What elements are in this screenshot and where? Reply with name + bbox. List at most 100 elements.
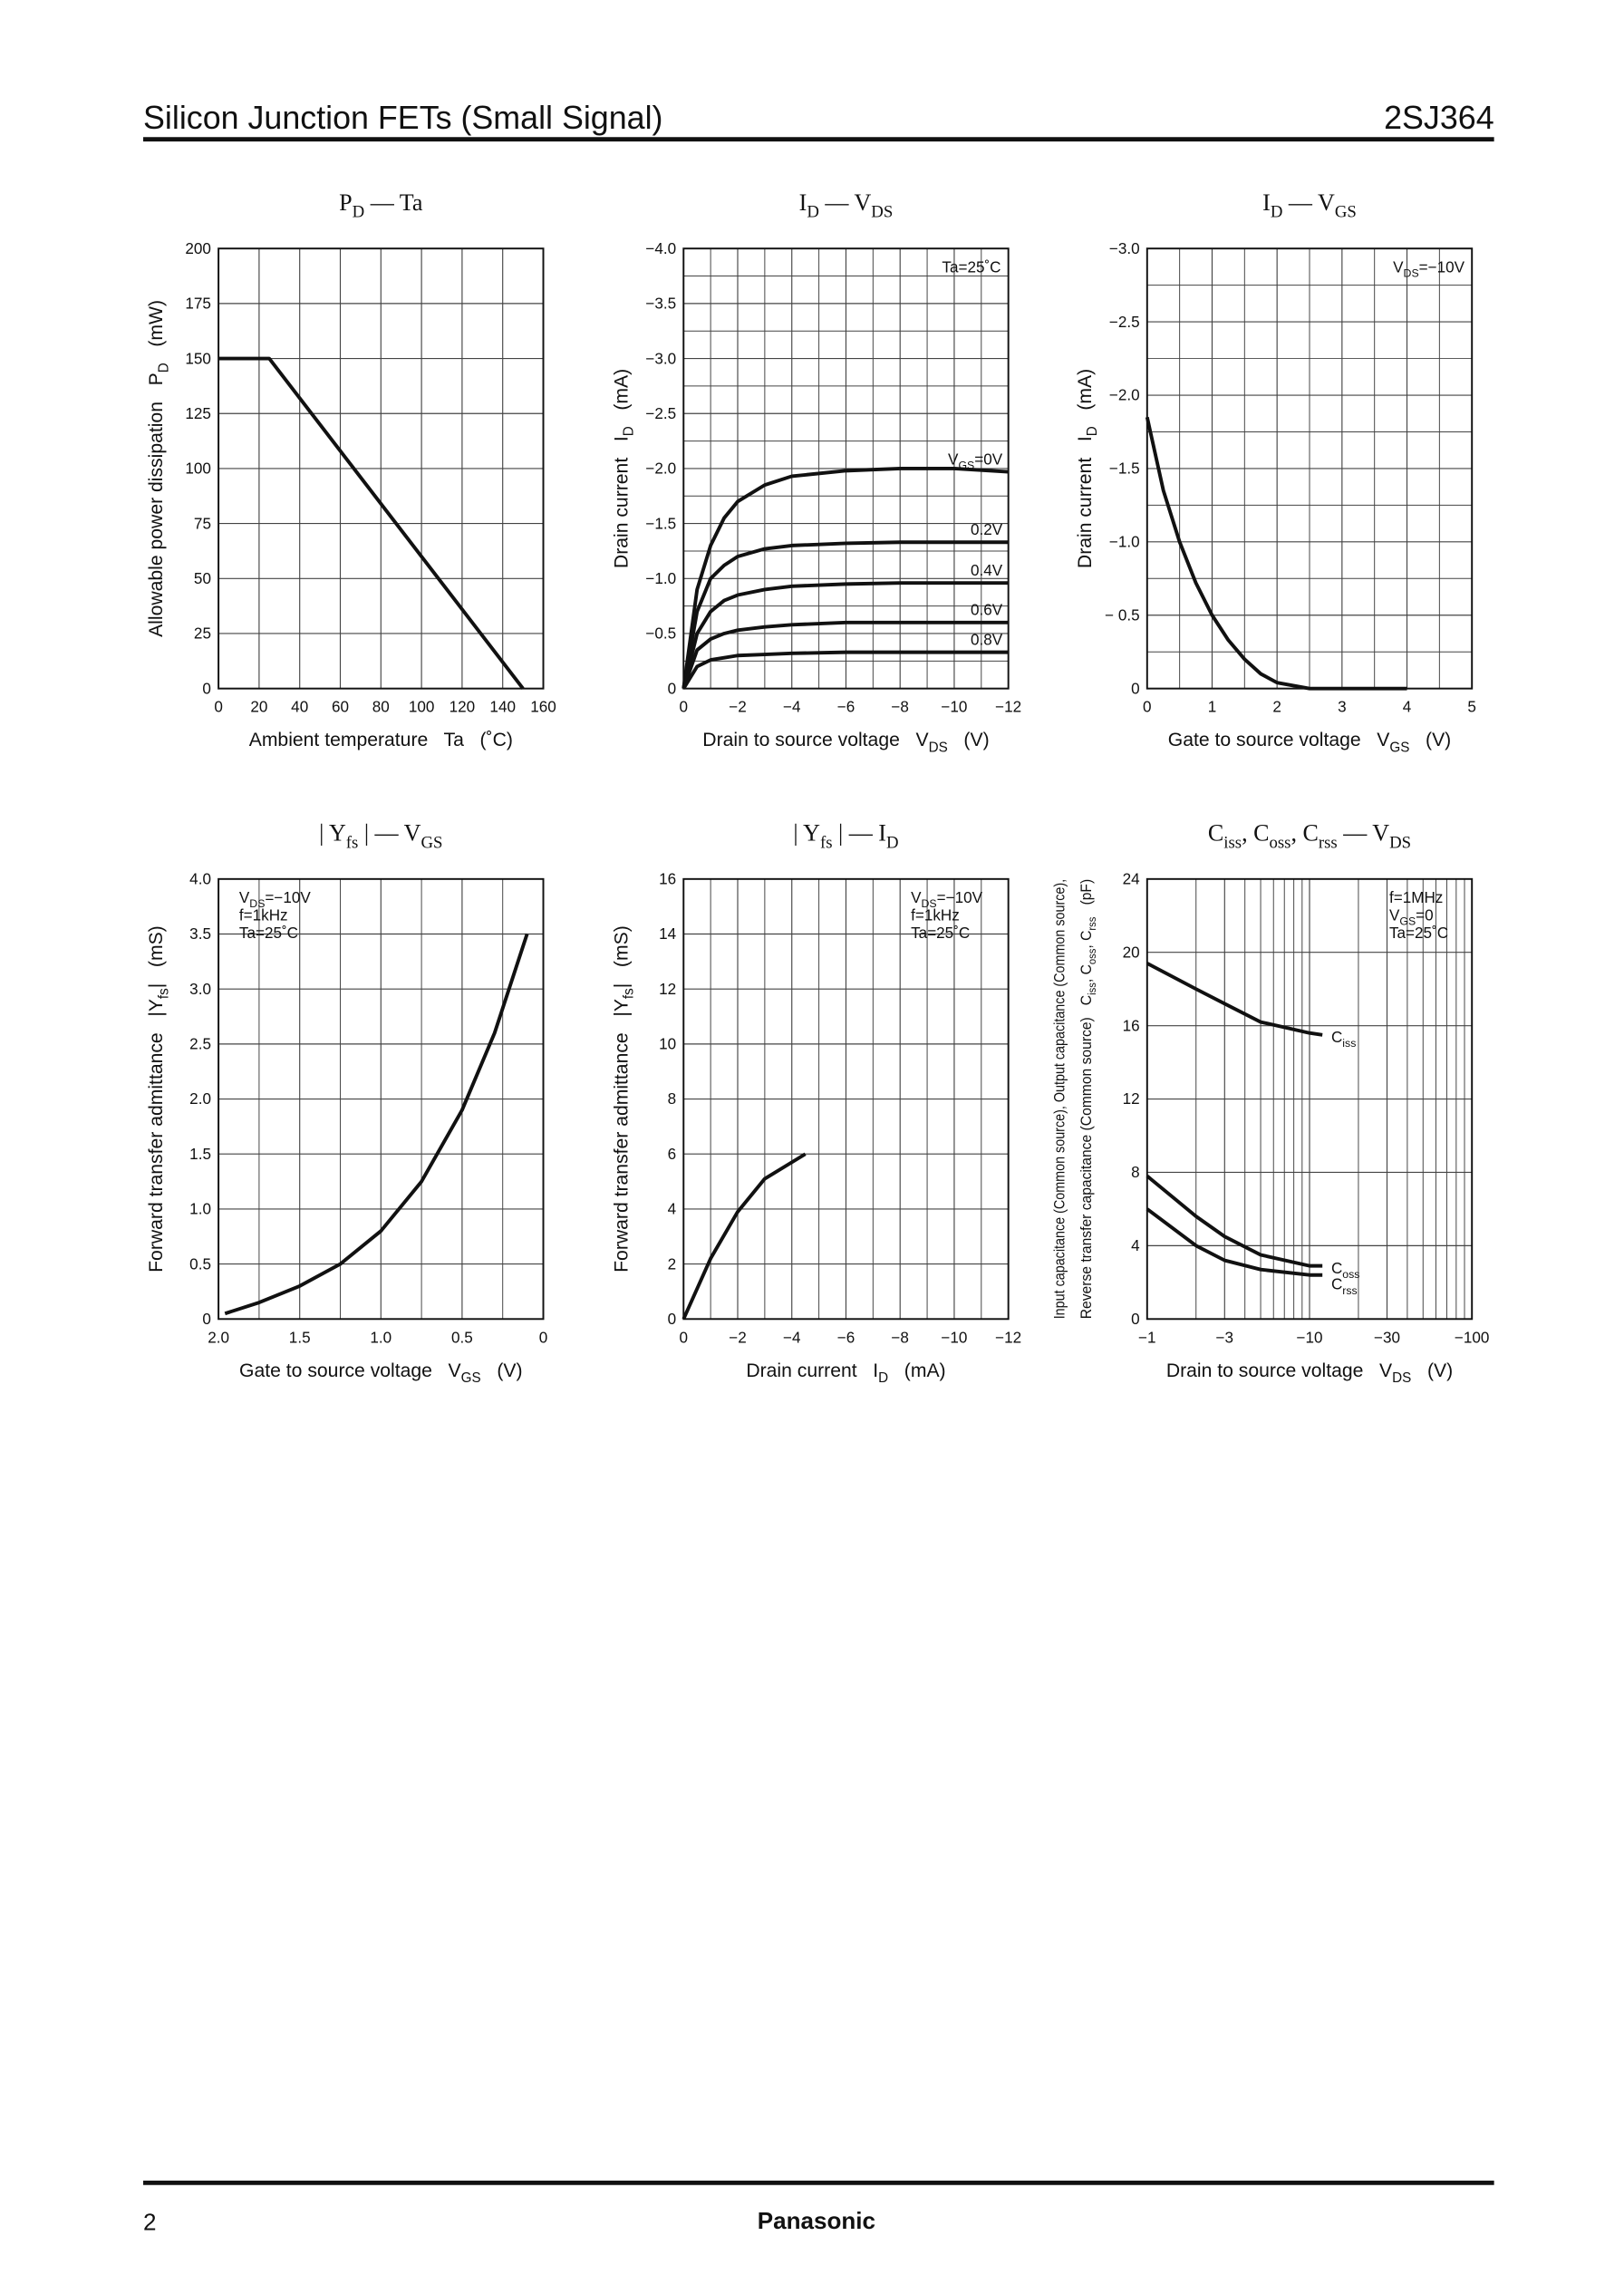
text-part: Ambient temperature Ta (˚C) — [249, 730, 513, 750]
subscript: fs — [346, 833, 359, 852]
subscript: D — [622, 426, 637, 436]
chart-title: PD — Ta — [339, 189, 423, 222]
x-tick-label: −4 — [783, 1329, 801, 1346]
x-tick-label: 4 — [1403, 699, 1412, 716]
annotation: VGS=0 — [1389, 906, 1434, 927]
annotation: f=1MHz — [1389, 889, 1443, 906]
y-tick-label: −4.0 — [645, 240, 676, 257]
y-tick-label: 16 — [1123, 1017, 1140, 1034]
subscript: D — [886, 833, 899, 852]
text-part: C — [1331, 1276, 1342, 1293]
subscript: fs — [820, 833, 833, 852]
series-label: 0.2V — [971, 521, 1003, 538]
x-tick-label: −6 — [837, 1329, 855, 1346]
x-tick-label: 3 — [1338, 699, 1347, 716]
x-tick-label: 1.5 — [289, 1329, 311, 1346]
annotation: VDS=−10V — [1393, 258, 1464, 279]
data-line — [224, 933, 529, 1316]
y-tick-label: 0 — [668, 1311, 677, 1328]
y-tick-label: 0 — [668, 680, 677, 697]
x-tick-label: 2 — [1272, 699, 1281, 716]
x-tick-label: −10 — [941, 1329, 967, 1346]
x-tick-label: 0 — [539, 1329, 548, 1346]
text-part: I — [1262, 189, 1271, 216]
y-tick-label: 8 — [1131, 1164, 1140, 1181]
brand: Panasonic — [758, 2207, 875, 2234]
text-part: (pF) — [1078, 879, 1095, 917]
x-tick-label: 1 — [1208, 699, 1217, 716]
header-title: Silicon Junction FETs (Small Signal) — [143, 100, 662, 136]
x-tick-label: 1.0 — [370, 1329, 392, 1346]
y-tick-label: −3.0 — [645, 350, 676, 367]
y-tick-label: 200 — [185, 240, 211, 257]
text-part: Allowable power dissipation P — [146, 373, 167, 637]
text-part: | Y — [319, 819, 346, 846]
subscript: GS — [461, 1370, 481, 1386]
text-part: , C — [1290, 819, 1318, 846]
y-tick-label: 16 — [659, 871, 676, 888]
x-axis-label: Gate to source voltage VGS (V) — [1168, 730, 1451, 755]
chart-title: Ciss, Coss, Crss — VDS — [1208, 819, 1411, 852]
x-tick-label: −10 — [1297, 1329, 1323, 1346]
series-label: 0.4V — [971, 562, 1003, 579]
text-part: Ta=25˚C — [1389, 924, 1448, 942]
subscript: D — [1085, 426, 1100, 436]
text-part: Gate to source voltage V — [239, 1360, 461, 1381]
y-tick-label: 2.5 — [189, 1036, 211, 1053]
text-part: | — V — [358, 819, 420, 846]
text-part: Reverse transfer capacitance (Common sou… — [1078, 995, 1095, 1320]
y-tick-label: −1.0 — [645, 570, 676, 587]
y-tick-label: 4 — [1131, 1237, 1140, 1254]
text-part: — Ta — [364, 189, 423, 216]
x-tick-label: 140 — [489, 699, 516, 716]
series-label: Ciss — [1331, 1029, 1356, 1050]
y-axis-label: Allowable power dissipation PD (mW) — [146, 300, 171, 637]
subscript: DS — [1404, 266, 1419, 279]
y-tick-label: 0 — [202, 1311, 211, 1328]
x-axis-label: Drain to source voltage VDS (V) — [1166, 1360, 1453, 1386]
text-part: =0V — [974, 450, 1002, 468]
text-part: (V) — [948, 730, 990, 750]
data-line — [1146, 1175, 1323, 1268]
chart-title: ID — VGS — [1262, 189, 1357, 222]
subscript: GS — [1389, 740, 1409, 756]
x-axis-label: Ambient temperature Ta (˚C) — [249, 730, 513, 750]
plot-frame — [682, 877, 1010, 1321]
x-tick-label: −10 — [941, 699, 967, 716]
series-label: VGS=0V — [948, 450, 1003, 471]
subscript: DS — [929, 740, 948, 756]
text-part: V — [1389, 906, 1400, 924]
y-tick-label: 4.0 — [189, 871, 211, 888]
text-part: Drain to source voltage V — [702, 730, 929, 750]
y-tick-label: 14 — [659, 925, 676, 943]
header-part: 2SJ364 — [1384, 100, 1494, 136]
x-tick-label: 60 — [332, 699, 349, 716]
x-tick-label: 20 — [250, 699, 267, 716]
text-part: C — [1208, 819, 1223, 846]
y-tick-label: − 0.5 — [1105, 606, 1140, 624]
y-tick-label: 3.0 — [189, 981, 211, 998]
y-tick-label: 125 — [185, 405, 211, 422]
x-tick-label: 0 — [680, 699, 689, 716]
y-tick-label: 12 — [659, 981, 676, 998]
x-tick-label: −2 — [729, 1329, 747, 1346]
text-part: Forward transfer admittance |Y — [146, 999, 167, 1273]
text-part: f=1MHz — [1389, 889, 1443, 906]
y-tick-label: 8 — [668, 1090, 677, 1108]
subscript: oss — [1087, 948, 1098, 964]
x-tick-label: 100 — [409, 699, 435, 716]
text-part: Drain current I — [1075, 436, 1096, 568]
text-part: I — [799, 189, 807, 216]
text-part: f=1kHz — [911, 906, 960, 924]
text-part: C — [1331, 1029, 1342, 1046]
x-tick-label: −1 — [1138, 1329, 1155, 1346]
data-line — [218, 356, 525, 690]
y-tick-label: 0 — [1131, 680, 1140, 697]
text-part: Drain current I — [611, 436, 632, 568]
subscript: D — [353, 203, 365, 222]
x-axis-label: Drain current ID (mA) — [746, 1360, 945, 1386]
y-axis-label: Forward transfer admittance |Yfs| (mS) — [146, 925, 171, 1273]
annotation: f=1kHz — [911, 906, 960, 924]
x-tick-label: 40 — [291, 699, 308, 716]
